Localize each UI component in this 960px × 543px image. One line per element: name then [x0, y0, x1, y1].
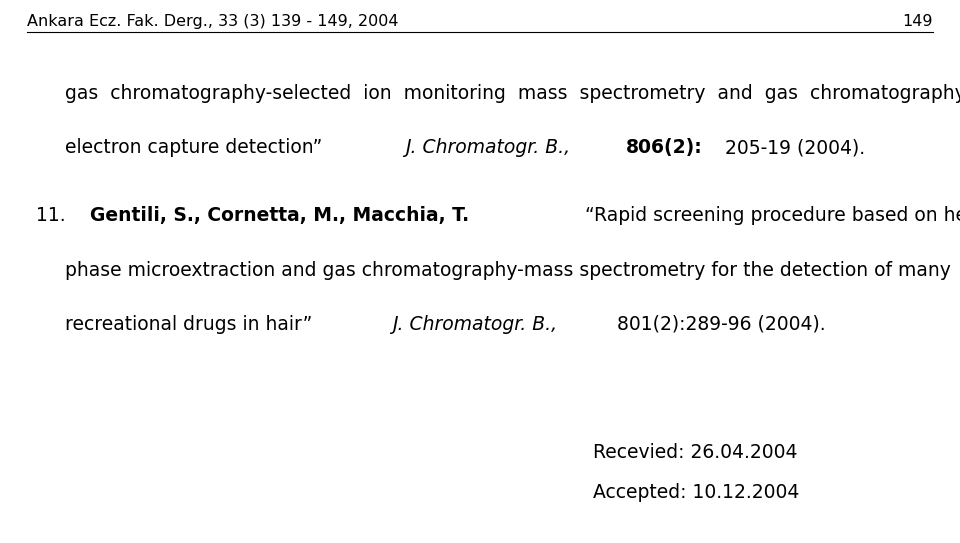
- Text: 11.: 11.: [36, 206, 78, 225]
- Text: J. Chromatogr. B.,: J. Chromatogr. B.,: [392, 315, 557, 334]
- Text: 149: 149: [902, 14, 933, 29]
- Text: phase microextraction and gas chromatography-mass spectrometry for the detection: phase microextraction and gas chromatogr…: [65, 261, 951, 280]
- Text: 801(2):289-96 (2004).: 801(2):289-96 (2004).: [605, 315, 826, 334]
- Text: recreational drugs in hair”: recreational drugs in hair”: [65, 315, 319, 334]
- Text: Gentili, S., Cornetta, M., Macchia, T.: Gentili, S., Cornetta, M., Macchia, T.: [90, 206, 469, 225]
- Text: 806(2):: 806(2):: [626, 138, 703, 157]
- Text: “Rapid screening procedure based on headspace solid-: “Rapid screening procedure based on head…: [580, 206, 960, 225]
- Text: Accepted: 10.12.2004: Accepted: 10.12.2004: [593, 483, 800, 502]
- Text: gas  chromatography-selected  ion  monitoring  mass  spectrometry  and  gas  chr: gas chromatography-selected ion monitori…: [65, 84, 960, 103]
- Text: Recevied: 26.04.2004: Recevied: 26.04.2004: [593, 443, 798, 462]
- Text: J. Chromatogr. B.,: J. Chromatogr. B.,: [405, 138, 570, 157]
- Text: 205-19 (2004).: 205-19 (2004).: [725, 138, 865, 157]
- Text: Ankara Ecz. Fak. Derg., 33 (3) 139 - 149, 2004: Ankara Ecz. Fak. Derg., 33 (3) 139 - 149…: [27, 14, 398, 29]
- Text: electron capture detection”: electron capture detection”: [65, 138, 328, 157]
